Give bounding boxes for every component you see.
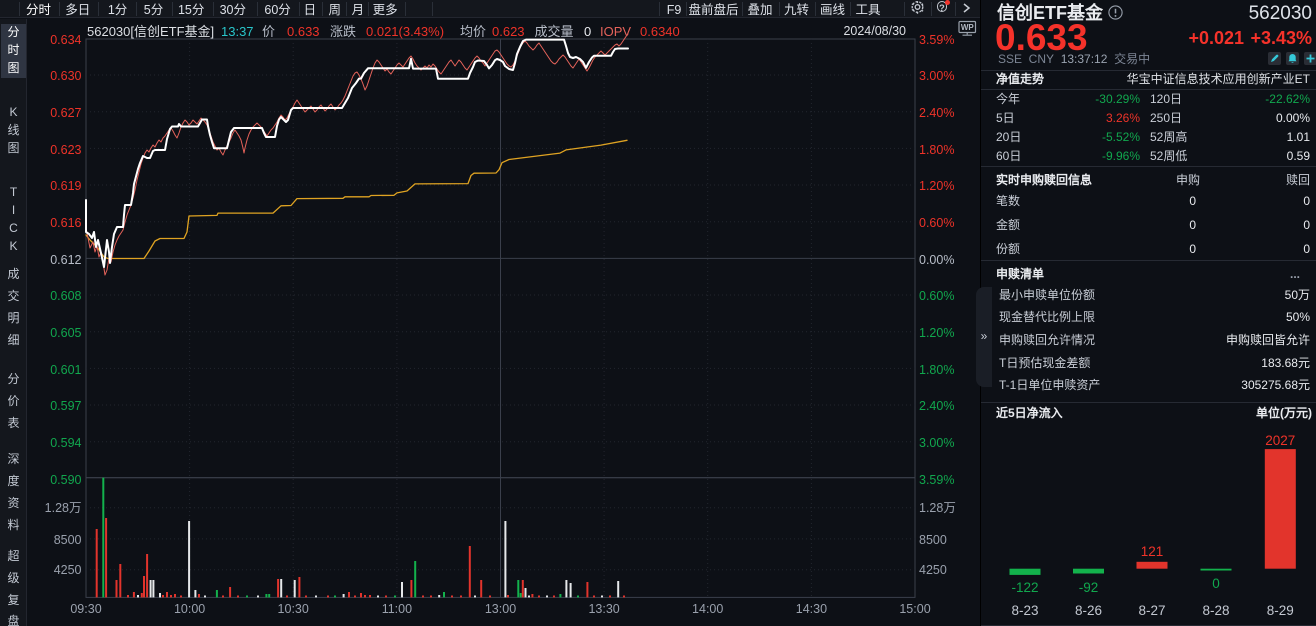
svg-text:WP: WP — [961, 23, 975, 32]
